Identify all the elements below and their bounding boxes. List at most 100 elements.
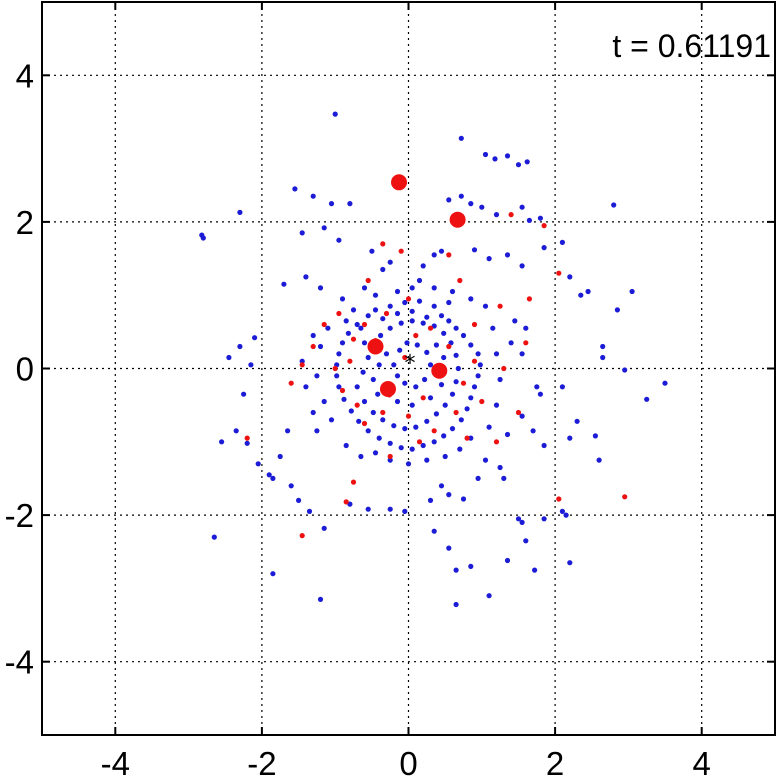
blue-point	[433, 411, 439, 417]
blue-point	[281, 281, 287, 287]
blue-point	[559, 239, 566, 245]
tick-marks	[42, 2, 775, 735]
blue-point	[387, 303, 393, 309]
blue-point	[519, 263, 525, 269]
blue-point	[402, 508, 408, 514]
blue-point	[431, 528, 437, 534]
blue-point	[490, 325, 496, 331]
blue-point	[361, 285, 368, 291]
blue-point	[438, 313, 445, 319]
blue-point	[446, 197, 452, 203]
blue-point	[409, 308, 415, 314]
blue-point	[314, 428, 320, 434]
blue-point	[441, 433, 447, 439]
blue-point	[431, 285, 437, 291]
blue-point	[449, 426, 456, 432]
blue-point	[460, 332, 467, 339]
blue-point	[446, 318, 452, 324]
blue-point	[537, 391, 544, 397]
blue-point	[475, 373, 481, 379]
blue-point	[523, 538, 529, 544]
blue-point	[446, 299, 452, 306]
blue-point	[376, 362, 382, 368]
red-point	[457, 277, 463, 284]
blue-point	[534, 384, 540, 390]
blue-point	[438, 248, 445, 254]
blue-point	[622, 367, 628, 373]
blue-point	[336, 237, 342, 243]
blue-point	[508, 340, 514, 346]
blue-point	[372, 450, 379, 456]
red-point	[622, 494, 628, 500]
blue-point	[464, 406, 470, 412]
red-point	[416, 439, 423, 445]
blue-point	[336, 351, 342, 357]
blue-point	[372, 292, 379, 298]
blue-point	[336, 384, 342, 390]
blue-point	[600, 354, 606, 361]
red-point	[497, 303, 503, 309]
red-point	[471, 358, 478, 364]
x-tick-label: 2	[546, 745, 564, 782]
blue-point	[317, 285, 324, 291]
red-point	[453, 409, 459, 416]
blue-point	[486, 256, 492, 262]
blue-point	[424, 457, 430, 463]
blue-point	[449, 288, 456, 295]
blue-point	[255, 461, 261, 467]
blue-point	[455, 365, 461, 372]
blue-point	[270, 475, 276, 481]
red-cluster-point	[380, 381, 396, 397]
blue-point	[296, 497, 302, 503]
red-point	[420, 395, 426, 401]
center-marker-layer: *	[404, 352, 415, 377]
red-point	[446, 252, 452, 258]
blue-point	[306, 508, 313, 514]
red-point	[343, 499, 349, 505]
red-point	[288, 380, 294, 386]
red-series	[244, 175, 628, 539]
blue-point	[453, 325, 459, 331]
data-points	[199, 111, 668, 608]
red-point	[299, 362, 305, 368]
blue-point	[376, 435, 382, 441]
blue-point	[358, 325, 364, 331]
blue-point	[266, 472, 272, 478]
blue-point	[504, 252, 511, 258]
blue-point	[200, 235, 206, 241]
blue-point	[404, 340, 410, 346]
blue-point	[662, 380, 668, 386]
blue-point	[596, 457, 602, 463]
blue-point	[614, 307, 621, 313]
blue-point	[475, 351, 481, 357]
blue-point	[468, 435, 474, 441]
blue-point	[629, 288, 635, 295]
red-point	[556, 270, 562, 276]
blue-point	[358, 453, 364, 460]
blue-point	[493, 212, 500, 218]
red-point	[431, 428, 437, 434]
red-point	[515, 409, 522, 416]
blue-point	[285, 428, 291, 434]
blue-point	[354, 384, 360, 390]
blue-point	[574, 418, 580, 424]
blue-point	[343, 318, 349, 324]
blue-point	[457, 446, 463, 452]
blue-point	[585, 288, 591, 295]
blue-point	[504, 431, 511, 438]
x-tick-label: -2	[247, 745, 276, 782]
blue-point	[360, 369, 366, 375]
blue-point	[328, 417, 335, 423]
red-point	[446, 343, 452, 350]
blue-point	[442, 453, 448, 460]
blue-point	[541, 442, 547, 449]
blue-point	[310, 332, 316, 339]
red-point	[541, 223, 547, 229]
blue-point	[453, 379, 459, 385]
blue-point	[292, 186, 298, 192]
x-tick-labels: -4 -2 0 2 4	[101, 745, 711, 782]
blue-point	[341, 396, 347, 402]
blue-point	[409, 318, 415, 324]
blue-point	[394, 373, 401, 379]
